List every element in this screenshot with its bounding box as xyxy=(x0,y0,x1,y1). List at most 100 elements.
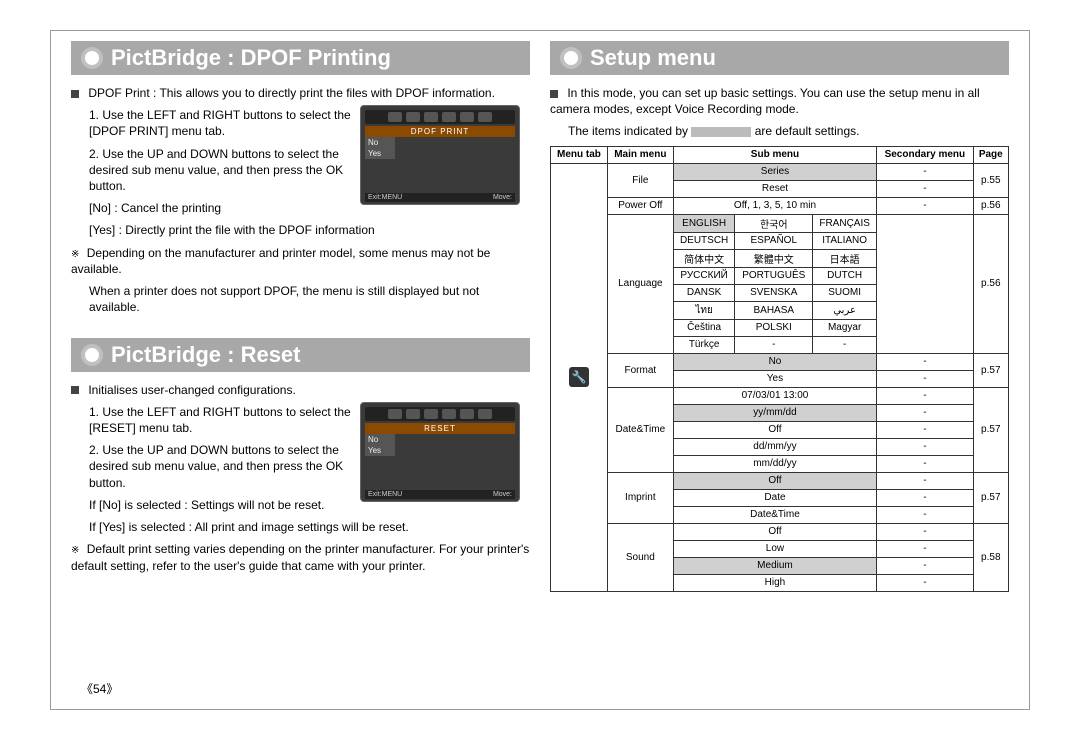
dpof-body: DPOF Print : This allows you to directly… xyxy=(71,85,530,322)
lcd-row-yes: Yes xyxy=(365,148,515,159)
diamond-icon: ※ xyxy=(71,544,79,558)
td: - xyxy=(735,336,813,353)
lcd-move: Move: xyxy=(493,194,512,201)
td: p.57 xyxy=(973,353,1008,387)
td: Čeština xyxy=(673,319,735,336)
td: POLSKI xyxy=(735,319,813,336)
dpof-intro-text: DPOF Print : This allows you to directly… xyxy=(88,86,495,100)
page-frame: PictBridge : DPOF Printing DPOF Print : … xyxy=(50,30,1030,710)
td: Date&Time xyxy=(673,506,876,523)
diamond-icon: ※ xyxy=(71,248,79,262)
td: Off xyxy=(673,523,876,540)
td: File xyxy=(607,163,673,197)
left-column: PictBridge : DPOF Printing DPOF Print : … xyxy=(71,41,530,699)
td: - xyxy=(877,523,973,540)
td: Reset xyxy=(673,180,876,197)
lcd-topicons xyxy=(365,110,515,124)
td: FRANÇAIS xyxy=(813,214,877,232)
td: - xyxy=(877,387,973,404)
dpof-note1: ※ Depending on the manufacturer and prin… xyxy=(71,245,530,278)
td: 简体中文 xyxy=(673,249,735,267)
section-header-setup: Setup menu xyxy=(550,41,1009,75)
td: Off xyxy=(673,472,876,489)
th-menutab: Menu tab xyxy=(551,146,608,163)
td: - xyxy=(877,472,973,489)
lcd-move: Move: xyxy=(493,491,512,498)
td: Low xyxy=(673,540,876,557)
lcd-row-yes: Yes xyxy=(365,445,515,456)
dpof-yes: [Yes] : Directly print the file with the… xyxy=(71,222,530,238)
td: - xyxy=(877,455,973,472)
wrench-icon: 🔧 xyxy=(569,367,589,387)
td: Date&Time xyxy=(607,387,673,472)
td: Format xyxy=(607,353,673,387)
dpof-note1-text: Depending on the manufacturer and printe… xyxy=(71,246,490,277)
lcd-title: DPOF PRINT xyxy=(365,126,515,137)
reset-step2: 2. Use the UP and DOWN buttons to select… xyxy=(71,442,361,491)
bullet-square-icon xyxy=(550,90,558,98)
td: 繁體中文 xyxy=(735,249,813,267)
lcd-footer: Exit:MENU Move: xyxy=(365,490,515,499)
reset-note: ※ Default print setting varies depending… xyxy=(71,541,530,574)
td: - xyxy=(877,574,973,591)
section-header-reset: PictBridge : Reset xyxy=(71,338,530,372)
td: - xyxy=(813,336,877,353)
th-submenu: Sub menu xyxy=(673,146,876,163)
td: mm/dd/yy xyxy=(673,455,876,472)
bullet-square-icon xyxy=(71,90,79,98)
td: Imprint xyxy=(607,472,673,523)
td: Türkçe xyxy=(673,336,735,353)
table-row: Language ENGLISH한국어FRANÇAIS p.56 xyxy=(551,214,1009,232)
td: Language xyxy=(607,214,673,353)
td: p.55 xyxy=(973,163,1008,197)
td: High xyxy=(673,574,876,591)
td: SUOMI xyxy=(813,284,877,301)
setup-indicated: The items indicated by are default setti… xyxy=(550,123,1009,139)
td: 日本語 xyxy=(813,249,877,267)
lcd-no: No xyxy=(365,137,395,148)
lcd-reset: RESET No Yes Exit:MENU Move: xyxy=(360,402,520,502)
dpof-note2: When a printer does not support DPOF, th… xyxy=(71,283,530,315)
td: - xyxy=(877,506,973,523)
td: - xyxy=(877,197,973,214)
td: - xyxy=(877,370,973,387)
lcd-exit: Exit:MENU xyxy=(368,194,402,201)
td: ไทย xyxy=(673,301,735,319)
td: عربي xyxy=(813,301,877,319)
reset-intro-text: Initialises user-changed configurations. xyxy=(88,383,295,397)
lcd-no: No xyxy=(365,434,395,445)
right-column: Setup menu In this mode, you can set up … xyxy=(550,41,1009,699)
grey-indicator-icon xyxy=(691,127,751,137)
table-row: SoundOff-p.58 xyxy=(551,523,1009,540)
lcd-title: RESET xyxy=(365,423,515,434)
th-mainmenu: Main menu xyxy=(607,146,673,163)
td: No xyxy=(673,353,876,370)
lcd-row-no: No xyxy=(365,137,515,148)
td: BAHASA xyxy=(735,301,813,319)
td: p.57 xyxy=(973,387,1008,472)
td: 07/03/01 13:00 xyxy=(673,387,876,404)
reset-yes: If [Yes] is selected : All print and ima… xyxy=(71,519,530,535)
td: Magyar xyxy=(813,319,877,336)
table-header-row: Menu tab Main menu Sub menu Secondary me… xyxy=(551,146,1009,163)
lcd-row-no: No xyxy=(365,434,515,445)
reset-step1: 1. Use the LEFT and RIGHT buttons to sel… xyxy=(71,404,361,436)
page-number: 《54》 xyxy=(81,680,118,697)
td: РУССКИЙ xyxy=(673,267,735,284)
td: Yes xyxy=(673,370,876,387)
lcd-dpof: DPOF PRINT No Yes Exit:MENU Move: xyxy=(360,105,520,205)
bullet-square-icon xyxy=(71,386,79,394)
setup-intro-text: In this mode, you can set up basic setti… xyxy=(550,86,980,116)
setup-table: Menu tab Main menu Sub menu Secondary me… xyxy=(550,146,1009,592)
th-secondary: Secondary menu xyxy=(877,146,973,163)
td: - xyxy=(877,489,973,506)
td: - xyxy=(877,404,973,421)
lcd-yes: Yes xyxy=(365,148,395,159)
td: Medium xyxy=(673,557,876,574)
td: ENGLISH xyxy=(673,214,735,232)
td: ESPAÑOL xyxy=(735,232,813,249)
td: - xyxy=(877,557,973,574)
menutab-cell: 🔧 xyxy=(551,163,608,591)
td: dd/mm/yy xyxy=(673,438,876,455)
td: p.56 xyxy=(973,214,1008,353)
